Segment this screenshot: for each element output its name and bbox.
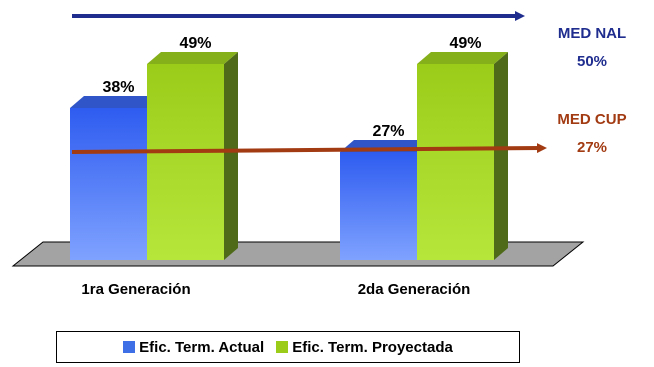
legend-swatch-proyectada: [276, 341, 289, 353]
category-label-2: 2da Generación: [358, 281, 471, 298]
bar-proyectada-1-side: [224, 52, 238, 260]
bar-actual-1: [70, 108, 147, 260]
bar-proyectada-1-top: [147, 52, 238, 64]
legend-item-proyectada: Efic. Term. Proyectada: [276, 339, 453, 356]
legend-swatch-actual: [123, 341, 136, 353]
med-nal-label: MED NAL: [558, 25, 626, 42]
med-cup-arrow: [71, 143, 547, 154]
legend-label-actual: Efic. Term. Actual: [139, 338, 265, 356]
med-cup-value: 27%: [577, 139, 607, 156]
legend-item-actual: Efic. Term. Actual: [123, 339, 264, 356]
bar-proyectada-2-side: [494, 52, 508, 260]
bar-actual-2: [340, 152, 417, 260]
bar-proyectada-2: [417, 64, 494, 260]
med-cup-label: MED CUP: [557, 111, 626, 128]
chart-legend: Efic. Term. Actual Efic. Term. Proyectad…: [56, 331, 520, 363]
data-label-proyectada-1: 49%: [179, 35, 211, 52]
data-label-actual-2: 27%: [372, 123, 404, 140]
legend-label-proyectada: Efic. Term. Proyectada: [292, 338, 453, 356]
bar-actual-1-top: [70, 96, 161, 108]
bar-proyectada-2-top: [417, 52, 508, 64]
bar-proyectada-1: [147, 64, 224, 260]
data-label-proyectada-2: 49%: [449, 35, 481, 52]
category-label-1: 1ra Generación: [81, 281, 190, 298]
data-label-actual-1: 38%: [102, 79, 134, 96]
bars-group: 38% 49% 27% 49%: [70, 35, 508, 260]
med-nal-value: 50%: [577, 53, 607, 70]
